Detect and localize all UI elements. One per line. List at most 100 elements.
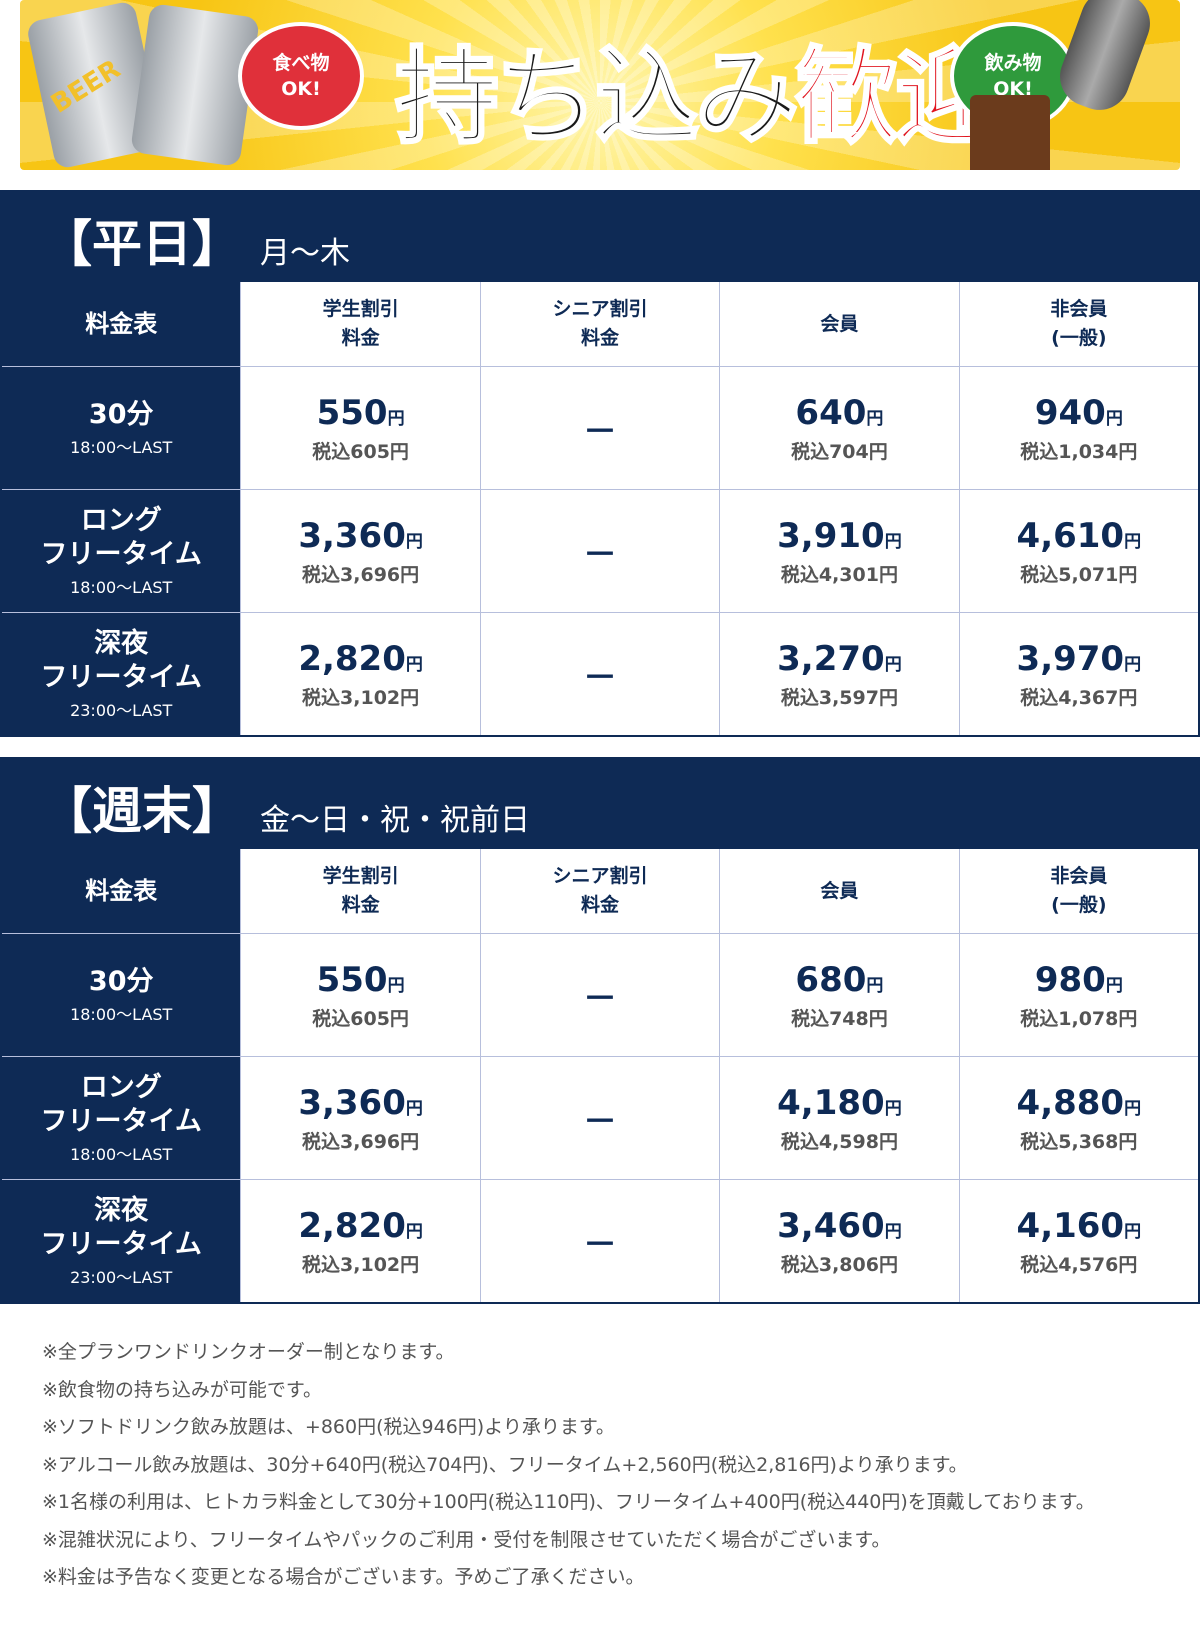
header-text: 料金 <box>581 327 620 349</box>
header-text: 料金表 <box>85 309 158 338</box>
price-value: 680 <box>795 959 867 1000</box>
price-cell: － <box>479 490 719 612</box>
header-row: 料金表 学生割引 料金 シニア割引 料金 会員 非会員 (一般) <box>2 282 1198 366</box>
price-cell: 2,820円 税込3,102円 <box>240 1180 479 1302</box>
price: 3,270円 <box>777 639 902 679</box>
price-cell: 4,880円 税込5,368円 <box>958 1057 1198 1179</box>
price-row: 深夜 フリータイム 23:00～LAST 2,820円 税込3,102円－ 3,460円税… <box>2 1179 1198 1302</box>
banner: BEER 食べ物 OK! 持ち込み歓迎! 飲み物 OK! <box>20 0 1180 170</box>
header-cell: シニア割引 料金 <box>479 849 719 933</box>
tax-price: 税込3,696円 <box>302 563 420 586</box>
cup <box>970 95 1050 170</box>
row-label: 深夜 フリータイム 23:00～LAST <box>2 613 241 735</box>
price-unit: 円 <box>1124 1221 1142 1242</box>
note: ※混雑状況により、フリータイムやパックのご利用・受付を制限させていただく場合がご… <box>42 1528 891 1551</box>
price-cell: － <box>479 367 719 489</box>
header-cell: 会員 <box>719 849 958 933</box>
price: 4,180円 <box>777 1083 902 1123</box>
price-unit: 円 <box>1105 975 1123 996</box>
plan-time: 18:00～LAST <box>70 1005 173 1024</box>
price-unit: 円 <box>387 975 405 996</box>
price-value: 2,820 <box>298 1205 406 1246</box>
tax-price: 税込605円 <box>312 440 409 463</box>
price-unit: 円 <box>884 1221 902 1242</box>
price: 4,610円 <box>1017 516 1142 556</box>
tax-price: 税込3,806円 <box>780 1253 898 1276</box>
price-cell: 980円税込1,078円 <box>958 934 1198 1056</box>
price-cell: 4,610円 税込5,071円 <box>958 490 1198 612</box>
price-unit: 円 <box>1124 531 1142 552</box>
note: ※アルコール飲み放題は、30分+640円(税込704円)、フリータイム+2,56… <box>42 1453 968 1476</box>
price-unit: 円 <box>1105 408 1123 429</box>
plan-name: フリータイム <box>40 1106 202 1137</box>
price: 3,360円 <box>298 516 423 556</box>
price: 940円 <box>1035 393 1123 433</box>
header-text: シニア割引 <box>552 865 648 887</box>
plan-name: ロング <box>80 505 162 536</box>
price: 640円 <box>795 393 883 433</box>
price-cell: － <box>479 1180 719 1302</box>
price-cell: － <box>479 1057 719 1179</box>
price: 4,880円 <box>1017 1083 1142 1123</box>
plan-name: 30分 <box>88 966 154 997</box>
price-cell: － <box>479 613 719 735</box>
price-cell: 940円 税込1,034円 <box>958 367 1198 489</box>
price-unit: 円 <box>884 654 902 675</box>
title-main: 持ち込み <box>393 35 800 160</box>
price-cell: 3,910円 税込4,301円 <box>719 490 958 612</box>
price-table: 料金表 学生割引 料金 シニア割引 料金 会員 非会員 (一般) 30分 18:00～LAST 55… <box>0 849 1200 1304</box>
plan-name: ロング <box>80 1072 162 1103</box>
header-cell: 会員 <box>719 282 958 366</box>
badge-line: OK! <box>281 78 321 100</box>
tax-price: 税込748円 <box>791 1007 888 1030</box>
price-unit: 円 <box>1124 1098 1142 1119</box>
price-value: 3,270 <box>777 638 885 679</box>
price-value: 550 <box>316 959 388 1000</box>
header-text: 料金表 <box>85 876 158 905</box>
tax-price: 税込704円 <box>791 440 888 463</box>
price-cell: － <box>479 934 719 1056</box>
plan-time: 18:00～LAST <box>70 578 173 597</box>
plan-time: 18:00～LAST <box>70 438 173 457</box>
badge-food: 食べ物 OK! <box>238 22 364 130</box>
price-value: 940 <box>1034 392 1106 433</box>
row-label: ロング フリータイム 18:00～LAST <box>2 1057 241 1179</box>
can-label: BEER <box>45 54 126 120</box>
no-price: － <box>583 978 618 1019</box>
price-cell: 550円 税込605円 <box>240 367 479 489</box>
plan-name: 深夜 <box>94 628 149 659</box>
header-text: シニア割引 <box>552 298 648 320</box>
header-row: 料金表 学生割引 料金 シニア割引 料金 会員 非会員 (一般) <box>2 849 1198 933</box>
price-value: 3,360 <box>298 515 406 556</box>
price-value: 4,180 <box>777 1082 885 1123</box>
note: ※ソフトドリンク飲み放題は、+860円(税込946円)より承ります。 <box>42 1416 615 1438</box>
header-text: (一般) <box>1051 894 1107 916</box>
price-value: 3,360 <box>298 1082 406 1123</box>
header-text: (一般) <box>1051 327 1107 349</box>
header-text: 料金 <box>581 894 620 916</box>
plan-name: フリータイム <box>40 662 202 693</box>
section-days: 金～日・祝・祝前日 <box>260 803 530 838</box>
header-text: 料金 <box>341 894 380 916</box>
price: 3,360円 <box>298 1083 423 1123</box>
price-cell: 3,360円税込3,696円 <box>240 490 479 612</box>
note: ※全プランワンドリンクオーダー制となります。 <box>42 1341 455 1363</box>
badge-line: OK! <box>993 78 1033 100</box>
price-value: 4,160 <box>1016 1205 1125 1246</box>
price-value: 980 <box>1034 959 1106 1000</box>
plan-name: フリータイム <box>40 1229 202 1260</box>
tax-price: 税込1,078円 <box>1020 1007 1138 1030</box>
no-price: － <box>583 1224 618 1265</box>
price-unit: 円 <box>1124 654 1142 675</box>
tax-price: 税込3,597円 <box>780 686 898 709</box>
price-row: 30分 18:00～LAST 550円 税込605円－ 640円 税込704円 940円 税込… <box>2 366 1198 489</box>
tax-price: 税込4,576円 <box>1020 1253 1138 1276</box>
price-row: 30分 18:00～LAST 550円 税込605円－ 680円 税込748円 980円 税込… <box>2 933 1198 1056</box>
plan-time: 23:00～LAST <box>70 1268 173 1287</box>
price-unit: 円 <box>405 531 423 552</box>
header-text: 料金 <box>341 327 380 349</box>
price: 680円 <box>795 960 883 1000</box>
no-price: － <box>583 534 618 575</box>
price-cell: 3,360円 税込3,696円 <box>240 1057 479 1179</box>
